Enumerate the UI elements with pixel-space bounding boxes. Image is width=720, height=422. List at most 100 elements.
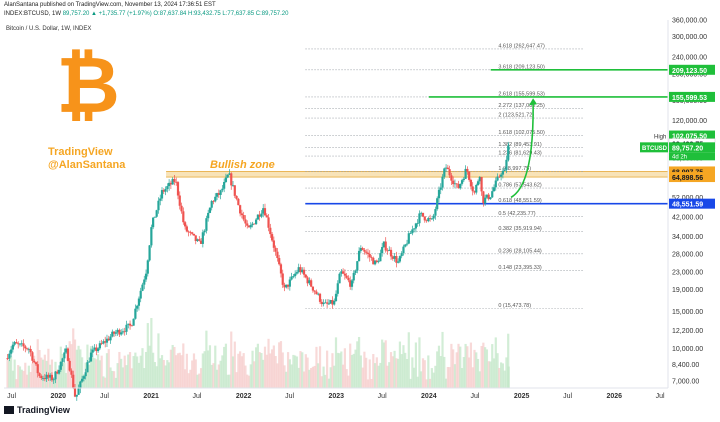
volume-bar [498,367,501,388]
volume-bar [352,353,355,388]
candle-body [373,260,377,265]
candle-body [40,376,43,379]
x-tick-label: 2021 [143,393,159,400]
volume-bar [223,346,226,388]
volume-bar [120,358,123,388]
volume-bar [453,364,457,388]
candle-body [471,186,474,192]
volume-bar [260,353,263,388]
candle-body [425,220,428,222]
y-tick-label: 360,000.00 [672,18,707,25]
candle-body [278,258,281,265]
candle-body [246,223,249,226]
candle-body [102,341,105,344]
volume-bar [405,359,409,388]
volume-bar [294,355,297,388]
volume-bar [66,355,70,388]
volume-bar [235,372,238,388]
candle-body [235,195,238,199]
volume-bar [118,351,121,388]
volume-bar [375,357,378,388]
volume-bar [65,372,68,388]
candle-body [421,212,425,217]
candle-body [178,195,181,206]
candle-body [194,235,197,242]
volume-bar [413,367,416,388]
fib-label: 2 (123,521.72) [498,113,534,119]
volume-bar [377,365,380,388]
volume-bar [134,352,137,388]
candle-body [111,331,114,337]
candle-body [8,353,11,359]
high-label: High [654,135,666,141]
candle-body [189,232,192,233]
volume-bar [56,374,59,388]
volume-bar [178,352,181,388]
candle-body [446,167,449,170]
candle-body [144,273,148,280]
volume-bar [354,349,357,388]
volume-bar [152,352,155,388]
candle-body [501,170,504,175]
candle-body [350,280,354,287]
candle-body [70,370,73,375]
volume-bar [372,354,375,388]
volume-bar [144,351,148,388]
volume-bar [350,354,354,388]
volume-bar [182,343,185,388]
candle-body [166,186,169,189]
candle-body [322,302,325,305]
candle-body [127,323,130,325]
volume-bar [121,367,125,388]
volume-bar [434,365,437,388]
candle-body [315,291,318,295]
candle-body [36,364,39,374]
candle-body [256,214,259,220]
candle-body [459,183,462,189]
volume-bar [203,351,206,388]
y-tick-label: 52,000.00 [672,195,703,202]
x-tick-label: Jul [285,393,294,400]
candle-body [47,374,50,378]
volume-bar [20,369,23,388]
candle-body [345,275,348,278]
y-tick-label: 23,000.00 [672,270,703,277]
candle-body [57,369,61,374]
volume-bar [40,357,43,388]
fib-label: 0.382 (35,919.94) [498,226,542,232]
candle-body [10,349,13,354]
candle-body [50,374,54,381]
volume-bar [345,369,348,388]
candle-body [444,167,448,169]
volume-bar [27,365,30,388]
volume-bar [127,354,130,388]
volume-bar [326,350,329,388]
candle-body [500,174,503,177]
volume-bar [414,342,417,388]
candle-body [171,178,174,185]
candle-body [413,228,416,230]
volume-bar [315,346,318,388]
candle-body [128,323,132,326]
candle-body [43,378,46,380]
volume-bar [73,339,77,388]
volume-bar [263,346,267,388]
candle-body [6,358,9,359]
candle-body [253,223,256,225]
candle-body [427,218,430,222]
volume-bar [240,356,244,388]
y-tick-label: 19,000.00 [672,287,703,294]
candle-body [482,191,485,204]
candle-body [368,253,371,258]
volume-bar [297,367,300,388]
candle-body [398,256,402,262]
volume-bar [270,349,274,388]
tradingview-footer[interactable]: TradingView [4,405,70,415]
volume-bar [128,352,132,388]
candle-body [496,176,499,181]
candle-body [430,218,433,220]
candle-body [386,250,389,252]
x-tick-label: Jul [100,393,109,400]
volume-bar [198,373,201,388]
